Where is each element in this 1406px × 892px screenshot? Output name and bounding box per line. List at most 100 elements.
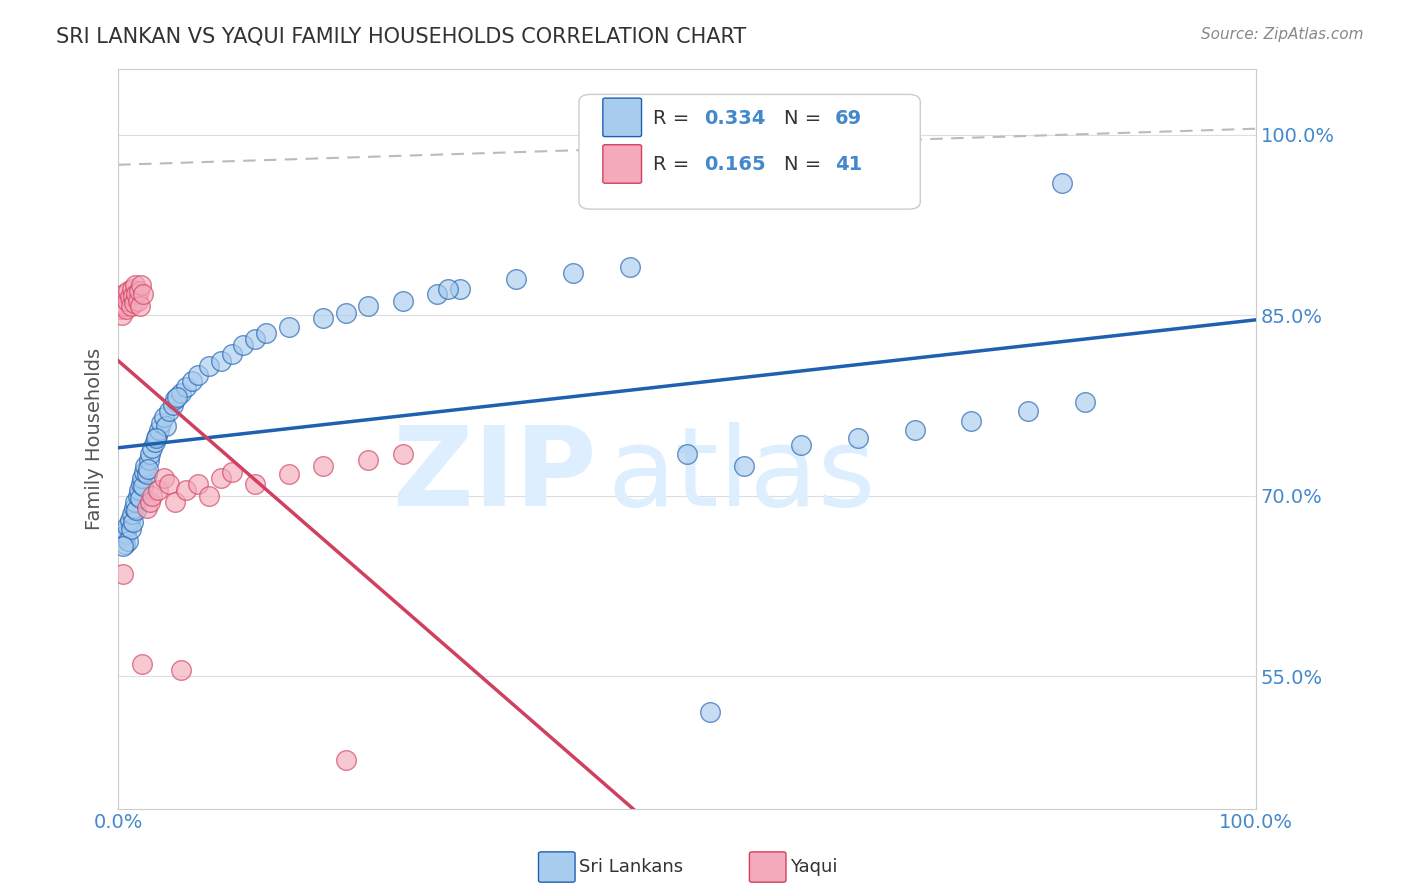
Point <box>118 513 141 527</box>
Point <box>115 302 138 317</box>
Point <box>209 354 232 368</box>
Point <box>127 293 149 308</box>
Point <box>114 537 136 551</box>
Point <box>139 446 162 460</box>
Point <box>129 476 152 491</box>
Point <box>312 458 335 473</box>
Point <box>335 753 357 767</box>
Point <box>254 326 277 341</box>
Point <box>128 483 150 497</box>
Point <box>903 423 925 437</box>
Point <box>112 524 135 539</box>
Y-axis label: Family Households: Family Households <box>86 348 104 530</box>
Point <box>131 657 153 672</box>
Point <box>1074 394 1097 409</box>
Point <box>146 483 169 497</box>
Point <box>125 286 148 301</box>
Point <box>146 428 169 442</box>
Point <box>221 465 243 479</box>
FancyBboxPatch shape <box>603 98 641 136</box>
Point <box>170 663 193 677</box>
Text: R =: R = <box>652 155 689 174</box>
Point <box>117 293 139 308</box>
Point <box>128 299 150 313</box>
Point <box>699 706 721 720</box>
Point <box>232 338 254 352</box>
Point <box>198 359 221 373</box>
Point <box>312 310 335 325</box>
Point <box>157 404 180 418</box>
Point <box>619 260 641 274</box>
Point <box>676 446 699 460</box>
Point <box>111 566 134 581</box>
Point <box>198 489 221 503</box>
Point <box>129 278 152 293</box>
Point <box>125 503 148 517</box>
Point <box>181 375 204 389</box>
Point <box>152 410 174 425</box>
Text: Yaqui: Yaqui <box>790 858 838 876</box>
Point <box>112 286 135 301</box>
Point <box>505 272 527 286</box>
Point <box>790 438 813 452</box>
Point <box>562 266 585 280</box>
Point <box>165 494 187 508</box>
Point <box>111 539 134 553</box>
Point <box>115 527 138 541</box>
Text: atlas: atlas <box>607 422 876 529</box>
Point <box>110 308 132 322</box>
Text: 41: 41 <box>835 155 862 174</box>
Point <box>120 299 142 313</box>
Point <box>176 380 198 394</box>
Point <box>437 282 460 296</box>
Text: N =: N = <box>783 155 821 174</box>
Point <box>846 431 869 445</box>
Point <box>141 441 163 455</box>
Point <box>449 282 471 296</box>
Point <box>128 284 150 298</box>
Point <box>134 458 156 473</box>
Point <box>127 489 149 503</box>
Text: 0.165: 0.165 <box>704 155 766 174</box>
Point <box>150 417 173 431</box>
Text: Source: ZipAtlas.com: Source: ZipAtlas.com <box>1201 27 1364 42</box>
Point <box>391 293 413 308</box>
Point <box>148 423 170 437</box>
Point <box>157 476 180 491</box>
FancyBboxPatch shape <box>579 95 921 209</box>
Text: ZIP: ZIP <box>392 422 596 529</box>
Point <box>243 332 266 346</box>
Point <box>335 306 357 320</box>
Text: R =: R = <box>652 109 689 128</box>
Point <box>136 462 159 476</box>
Point <box>139 494 162 508</box>
Point <box>124 278 146 293</box>
Point <box>121 282 143 296</box>
Point <box>357 299 380 313</box>
Point <box>132 286 155 301</box>
Point <box>122 515 145 529</box>
Point <box>187 368 209 383</box>
Point <box>1052 176 1074 190</box>
Point <box>162 399 184 413</box>
Point <box>426 286 449 301</box>
Point <box>143 434 166 449</box>
Point <box>277 467 299 481</box>
Point <box>391 446 413 460</box>
Point <box>155 418 177 433</box>
Text: N =: N = <box>783 109 821 128</box>
Point <box>209 470 232 484</box>
Point <box>221 347 243 361</box>
Point <box>111 296 134 310</box>
Point <box>110 531 132 545</box>
Point <box>118 290 141 304</box>
Point <box>122 500 145 515</box>
Point <box>152 470 174 484</box>
Point <box>166 390 188 404</box>
Point <box>357 452 380 467</box>
Point <box>114 299 136 313</box>
Point <box>134 465 156 479</box>
Point <box>117 534 139 549</box>
Point <box>117 518 139 533</box>
Point <box>121 507 143 521</box>
